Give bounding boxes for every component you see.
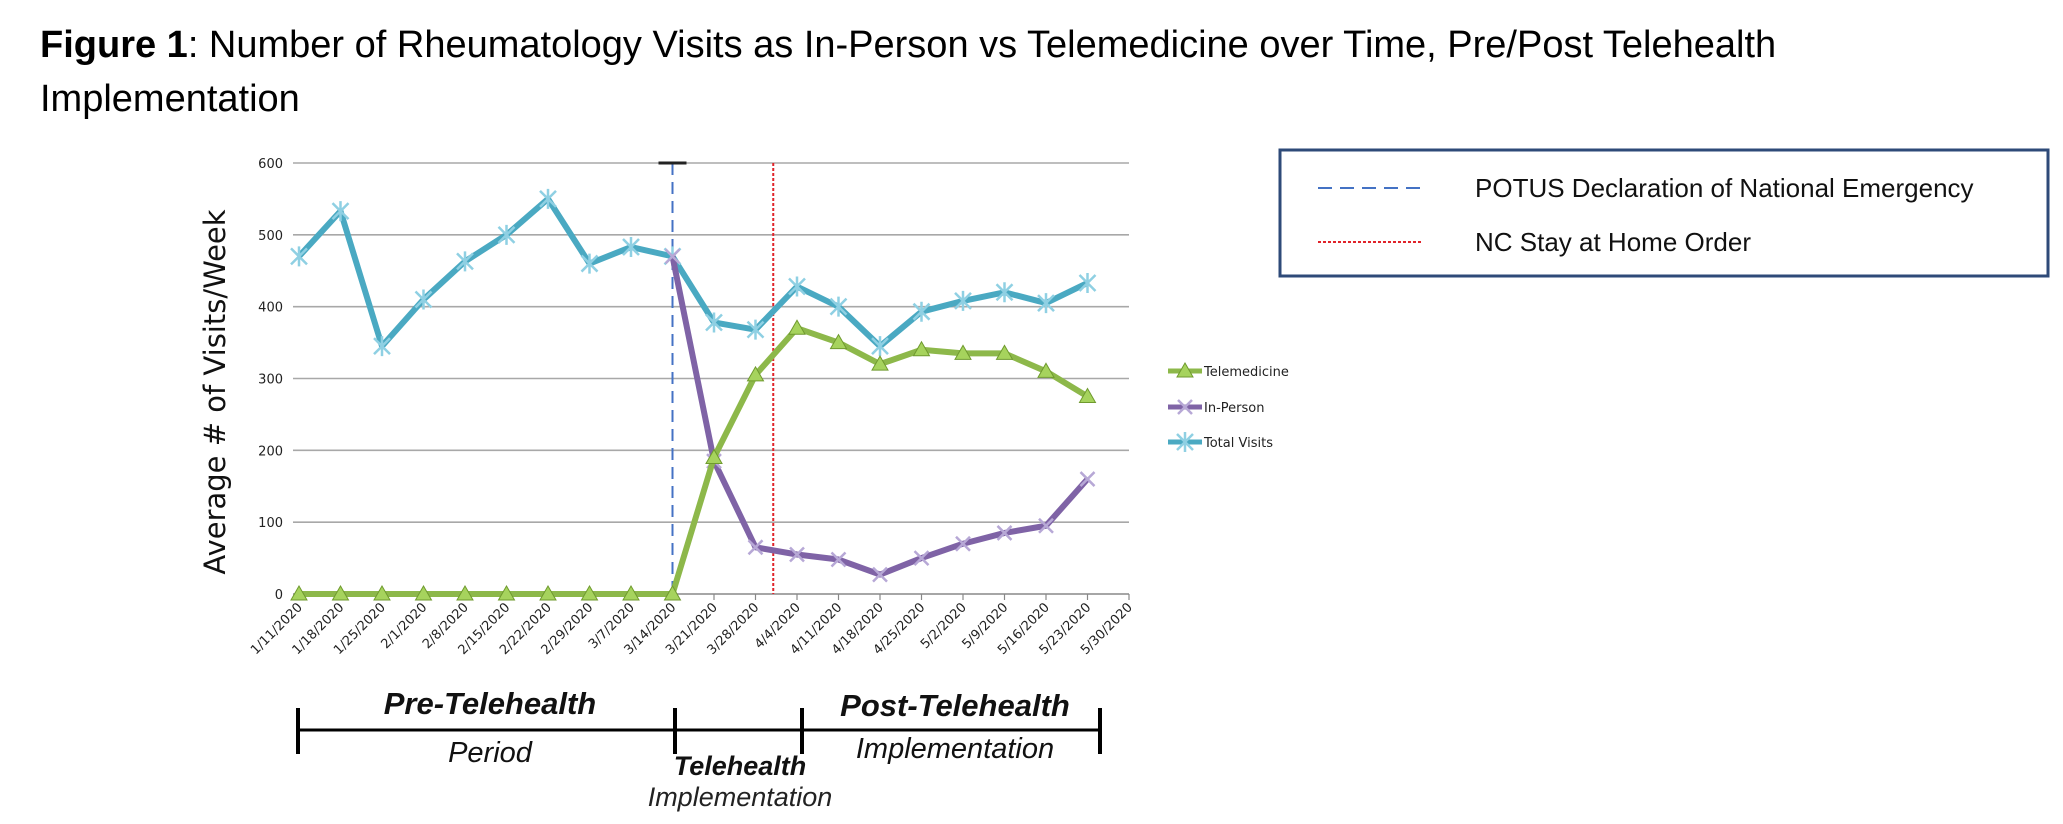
phase-post-label: Post-Telehealth [840, 688, 1070, 723]
data-point [373, 336, 391, 357]
data-point [913, 550, 930, 566]
phase-post-sublabel: Implementation [856, 733, 1054, 765]
data-point [871, 336, 889, 357]
data-point [290, 246, 308, 267]
phase-mid-sublabel: Implementation [648, 782, 833, 812]
data-point [456, 251, 474, 272]
data-point [705, 312, 723, 333]
data-point [995, 282, 1014, 303]
phase-timeline: Pre-Telehealth Period Telehealth Impleme… [296, 686, 1102, 812]
data-point [1176, 432, 1194, 452]
reference-lines [658, 161, 775, 594]
data-point [1177, 399, 1193, 415]
figure-caption: : Number of Rheumatology Visits as In-Pe… [40, 24, 1777, 120]
data-point [747, 539, 764, 556]
data-point [373, 584, 391, 601]
data-point [1078, 387, 1097, 403]
data-point [414, 289, 433, 310]
series-line [296, 195, 1089, 350]
phase-pre-label: Pre-Telehealth [384, 686, 596, 721]
data-point [497, 224, 516, 245]
potus-legend-label: POTUS Declaration of National Emergency [1475, 173, 1974, 203]
data-point [539, 188, 557, 209]
y-axis-label: Average # of Visits/Week [198, 209, 232, 574]
series-legend: Telemedicine In-Person Total Visits [1168, 361, 1289, 452]
y-tick-label: 500 [258, 229, 283, 244]
legend-item: Total Visits [1168, 432, 1273, 452]
x-tick-labels: 1/11/20201/18/20201/25/20202/1/20202/8/2… [248, 600, 1136, 658]
data-point [996, 525, 1013, 541]
data-point [1037, 362, 1055, 378]
nc-legend-label: NC Stay at Home Order [1475, 227, 1751, 257]
data-point [414, 584, 433, 601]
data-point [954, 344, 972, 360]
data-point [788, 319, 806, 335]
data-point [497, 584, 516, 601]
figure-title: Figure 1: Number of Rheumatology Visits … [40, 18, 2000, 126]
data-point [1176, 361, 1194, 378]
gridlines [293, 162, 1130, 600]
data-point [746, 319, 765, 340]
y-tick-label: 300 [258, 373, 283, 388]
series-line [299, 325, 1090, 597]
series-total-visits [290, 188, 1097, 357]
data-point [995, 344, 1014, 360]
data-point [705, 448, 723, 465]
y-tick-label: 400 [258, 301, 283, 316]
y-tick-labels: 0 100 200 300 400 500 600 [258, 157, 283, 603]
reference-legend-box: POTUS Declaration of National Emergency … [1278, 148, 2050, 278]
series-in-person [664, 248, 1096, 583]
data-point [872, 566, 888, 583]
data-point [871, 355, 889, 371]
legend-label: In-Person [1204, 401, 1264, 416]
data-point [1079, 471, 1096, 487]
data-point [622, 584, 640, 601]
data-point [580, 253, 599, 274]
data-point [829, 296, 848, 317]
legend-label: Telemedicine [1203, 365, 1289, 380]
data-point [290, 584, 308, 601]
data-point [580, 584, 599, 601]
phase-pre-sublabel: Period [448, 737, 533, 769]
data-point [1078, 272, 1097, 293]
data-point [331, 201, 350, 222]
data-point [1037, 293, 1055, 314]
data-point [664, 248, 681, 265]
legend-item: In-Person [1168, 399, 1264, 416]
data-point [663, 584, 682, 601]
legend-label: Total Visits [1203, 436, 1273, 451]
data-point [789, 546, 805, 563]
data-point [622, 237, 640, 258]
data-point [912, 340, 931, 357]
data-point [912, 301, 931, 322]
data-point [746, 365, 765, 382]
legend-item: Telemedicine [1168, 361, 1289, 380]
series-telemedicine [290, 319, 1097, 601]
y-tick-label: 0 [275, 588, 283, 603]
data-point [955, 535, 971, 552]
data-point [331, 584, 350, 601]
phase-mid-label: Telehealth [674, 751, 807, 781]
data-point [539, 584, 557, 601]
y-tick-label: 100 [258, 516, 283, 531]
data-point [788, 276, 806, 297]
data-point [829, 333, 848, 350]
data-point [830, 551, 847, 568]
series-layer [290, 188, 1097, 601]
data-point [456, 584, 474, 601]
data-point [954, 290, 972, 311]
figure-label: Figure 1 [40, 24, 188, 66]
y-tick-label: 200 [258, 444, 283, 459]
y-tick-label: 600 [258, 157, 283, 172]
data-point [1038, 517, 1054, 534]
